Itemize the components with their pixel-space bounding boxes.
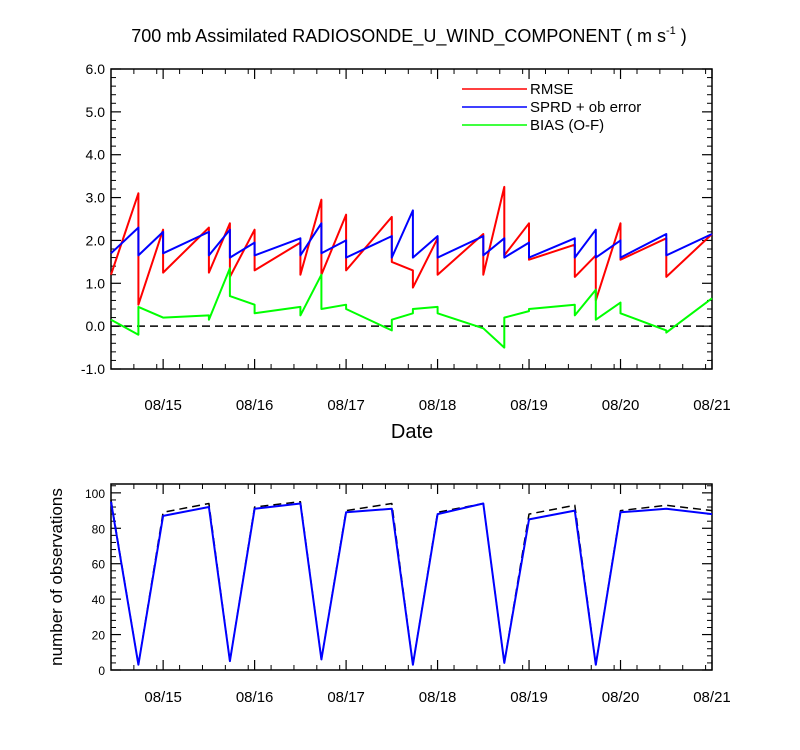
- legend-label-sprd: SPRD + ob error: [530, 99, 641, 116]
- top-x-tick-label: 08/17: [327, 397, 365, 414]
- top-x-tick-label: 08/20: [602, 397, 640, 414]
- top-series-line-2: [110, 267, 713, 349]
- bottom-y-tick-label: 100: [85, 487, 105, 501]
- bottom-x-tick-label: 08/21: [693, 689, 731, 706]
- bottom-panel: 0 20 40 60 80 100 08/15 08/16 08/17 08/18 08/19 08/…: [47, 483, 731, 706]
- top-x-tick-label: 08/15: [144, 397, 182, 414]
- top-y-tick-label: 4.0: [86, 147, 106, 163]
- top-y-tick-label: 0.0: [86, 318, 106, 334]
- bottom-y-tick-label: 40: [92, 593, 106, 607]
- top-x-tick-label: 08/16: [236, 397, 274, 414]
- bottom-x-tick-label: 08/19: [510, 689, 548, 706]
- legend-label-rmse: RMSE: [530, 81, 573, 98]
- top-series-line-1: [110, 209, 713, 259]
- bottom-x-tick-label: 08/16: [236, 689, 274, 706]
- legend-label-bias: BIAS (O-F): [530, 117, 604, 134]
- top-series-line-0: [110, 185, 713, 306]
- bottom-y-tick-label: 20: [92, 629, 106, 643]
- top-y-tick-label: 6.0: [86, 61, 106, 77]
- bottom-series-line-0: [110, 499, 713, 666]
- top-plot-frame: [110, 68, 713, 370]
- top-y-tick-label: 5.0: [86, 104, 106, 120]
- top-y-tick-label: 1.0: [86, 275, 106, 291]
- bottom-plot-frame: [110, 483, 713, 671]
- title-superscript: -1: [666, 25, 676, 37]
- bottom-y-tick-label: 80: [92, 522, 106, 536]
- top-y-tick-label: -1.0: [81, 361, 105, 377]
- top-x-tick-label: 08/21: [693, 397, 731, 414]
- top-x-tick-label: 08/19: [510, 397, 548, 414]
- title-end: ): [676, 26, 687, 46]
- top-x-tick-label: 08/18: [419, 397, 457, 414]
- bottom-y-tick-label: 60: [92, 558, 106, 572]
- bottom-x-tick-label: 08/15: [144, 689, 182, 706]
- legend: RMSE SPRD + ob error BIAS (O-F): [462, 81, 641, 134]
- bottom-series-line-1: [110, 501, 713, 666]
- chart-title: 700 mb Assimilated RADIOSONDE_U_WIND_COM…: [131, 25, 687, 47]
- top-y-tick-label: 2.0: [86, 232, 106, 248]
- bottom-y-axis-label: number of observations: [47, 488, 66, 666]
- bottom-y-tick-label: 0: [98, 664, 105, 678]
- bottom-x-tick-label: 08/18: [419, 689, 457, 706]
- top-x-axis-label: Date: [391, 421, 433, 443]
- top-y-tick-label: 3.0: [86, 190, 106, 206]
- bottom-x-tick-label: 08/17: [327, 689, 365, 706]
- bottom-x-tick-label: 08/20: [602, 689, 640, 706]
- top-panel: -1.0 0.0 1.0 2.0 3.0 4.0 5.0 6.0 08/15 08/16 08/17…: [81, 61, 731, 443]
